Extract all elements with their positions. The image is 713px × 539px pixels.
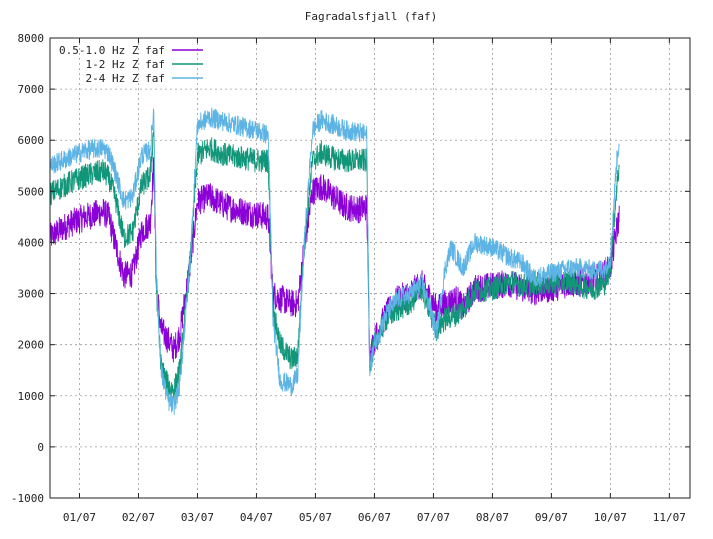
- x-tick-label: 11/07: [653, 511, 686, 524]
- y-tick-label: 5000: [18, 185, 45, 198]
- y-tick-label: 0: [37, 441, 44, 454]
- legend-label: 1-2 Hz Z faf: [86, 58, 165, 71]
- series-line: [49, 127, 620, 403]
- y-tick-label: -1000: [11, 492, 44, 505]
- plot-frame: [49, 37, 691, 499]
- legend-label: 2-4 Hz Z faf: [86, 72, 165, 85]
- y-tick-label: 8000: [18, 32, 45, 45]
- y-tick-label: 4000: [18, 236, 45, 249]
- y-tick-label: 6000: [18, 134, 45, 147]
- chart-title: Fagradalsfjall (faf): [305, 10, 437, 23]
- x-tick-label: 07/07: [417, 511, 450, 524]
- x-tick-label: 04/07: [240, 511, 273, 524]
- x-tick-label: 09/07: [535, 511, 568, 524]
- y-tick-label: 1000: [18, 390, 45, 403]
- x-tick-label: 02/07: [122, 511, 155, 524]
- axis-ticks: -1000 0 1000 2000 3000 4000 5000 6000 7000 8000 01…: [11, 32, 690, 524]
- y-tick-label: 3000: [18, 288, 45, 301]
- legend-label: 0.5-1.0 Hz Z faf: [59, 44, 165, 57]
- x-tick-label: 03/07: [181, 511, 214, 524]
- series-line: [49, 107, 620, 415]
- series-group: [49, 107, 620, 415]
- x-tick-label: 08/07: [476, 511, 509, 524]
- x-tick-label: 01/07: [63, 511, 96, 524]
- x-tick-label: 10/07: [594, 511, 627, 524]
- x-tick-label: 06/07: [358, 511, 391, 524]
- y-tick-label: 2000: [18, 339, 45, 352]
- y-tick-label: 7000: [18, 83, 45, 96]
- x-tick-label: 05/07: [299, 511, 332, 524]
